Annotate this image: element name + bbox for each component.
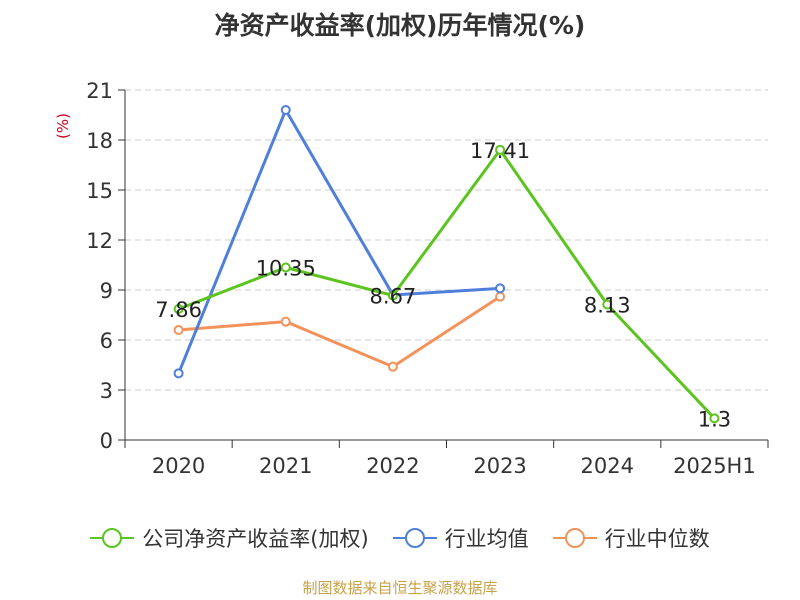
y-tick-label: 18: [86, 129, 113, 153]
data-point: [280, 262, 291, 273]
data-label: 17.41: [470, 139, 530, 163]
legend-label: 公司净资产收益率(加权): [142, 527, 369, 551]
y-tick-label: 21: [86, 79, 113, 103]
legend-item[interactable]: 公司净资产收益率(加权): [90, 523, 369, 553]
x-tick-label: 2021: [259, 454, 312, 478]
legend-marker: [392, 528, 437, 548]
data-point: [173, 368, 184, 379]
legend-circle: [564, 528, 585, 548]
legend-marker: [552, 528, 597, 548]
data-label: 10.35: [256, 257, 316, 281]
data-labels: 7.86 10.35 8.67 17.41 8.13 1.3: [155, 139, 731, 432]
data-label: 8.13: [584, 294, 631, 318]
data-point: [280, 316, 291, 327]
data-point: [173, 325, 184, 335]
series-line: [177, 108, 501, 374]
y-tick-label: 3: [100, 379, 113, 403]
legend: 公司净资产收益率(加权) 行业均值 行业中位数: [0, 520, 800, 556]
data-label: 1.3: [698, 407, 731, 431]
y-tick-label: 0: [100, 429, 113, 453]
data-point: [495, 144, 506, 155]
grid-lines: [125, 89, 768, 391]
y-axis-label: (%): [54, 113, 72, 139]
legend-marker: [90, 528, 135, 548]
data-point: [602, 299, 613, 310]
y-tick-label: 9: [100, 279, 113, 303]
data-point: [280, 105, 291, 115]
x-tick-label: 2022: [366, 454, 419, 478]
data-point: [495, 291, 506, 302]
series-lines: [173, 105, 720, 424]
data-point: [495, 283, 506, 294]
legend-item[interactable]: 行业中位数: [552, 523, 710, 553]
x-tick-label: 2023: [473, 454, 526, 478]
data-point: [387, 290, 398, 301]
data-point: [173, 304, 184, 314]
data-label: 8.67: [370, 285, 417, 309]
data-point: [709, 413, 720, 424]
series-line: [178, 295, 501, 369]
source-note: 制图数据来自恒生聚源数据库: [302, 579, 498, 597]
legend-label: 行业均值: [444, 527, 529, 551]
legend-item[interactable]: 行业均值: [392, 523, 529, 553]
legend-label: 行业中位数: [604, 527, 710, 551]
x-tick-label: 2024: [581, 454, 634, 478]
chart-title: 净资产收益率(加权)历年情况(%): [214, 11, 586, 40]
axes: 0 3 6 9 12 15 18 21 2020 2021 2022 2023 2024 2025H1 (%…: [54, 79, 769, 478]
legend-circle: [102, 528, 123, 548]
y-tick-label: 12: [86, 229, 113, 253]
data-label: 7.86: [155, 298, 202, 322]
y-tick-label: 6: [100, 329, 113, 353]
x-tick-label: 2020: [152, 454, 205, 478]
legend-circle: [404, 528, 425, 548]
y-tick-label: 15: [86, 179, 113, 203]
series-line: [178, 148, 716, 420]
x-tick-label: 2025H1: [673, 454, 756, 478]
data-point: [387, 361, 398, 372]
